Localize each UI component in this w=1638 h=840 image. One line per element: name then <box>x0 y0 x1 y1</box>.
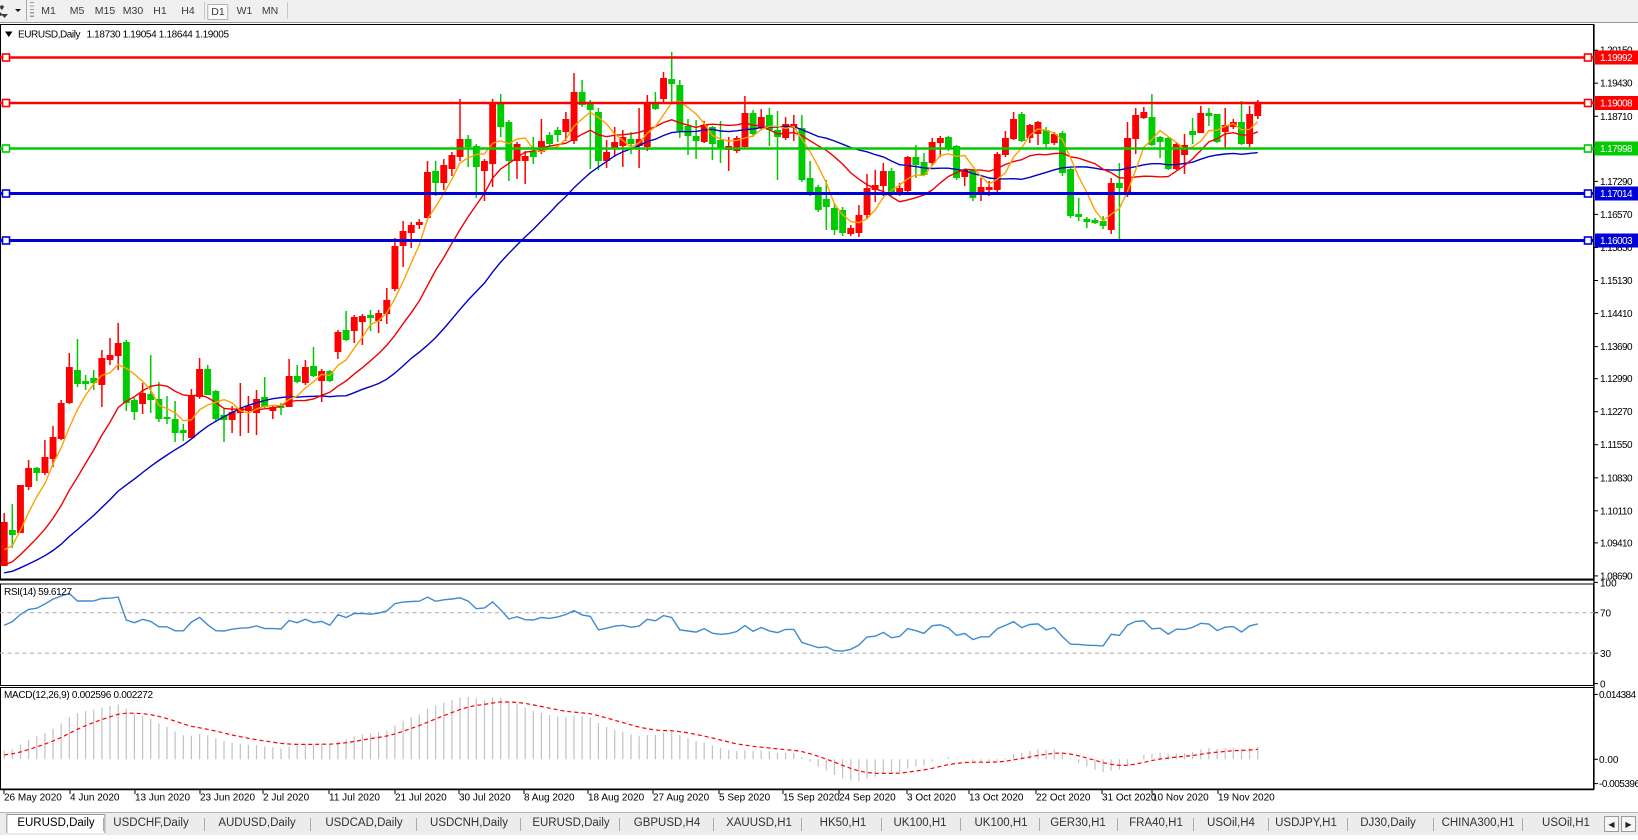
svg-text:24 Sep 2020: 24 Sep 2020 <box>839 793 896 804</box>
svg-text:1.15850: 1.15850 <box>1600 243 1633 254</box>
svg-text:23 Jun 2020: 23 Jun 2020 <box>200 793 255 804</box>
svg-text:2 Jul 2020: 2 Jul 2020 <box>263 793 310 804</box>
svg-text:11 Jul 2020: 11 Jul 2020 <box>329 793 380 804</box>
svg-text:21 Jul 2020: 21 Jul 2020 <box>395 793 447 804</box>
svg-text:1.19008: 1.19008 <box>1600 99 1633 110</box>
svg-text:30 Jul 2020: 30 Jul 2020 <box>459 793 511 804</box>
svg-text:15 Sep 2020: 15 Sep 2020 <box>783 793 840 804</box>
svg-text:1.16003: 1.16003 <box>1600 236 1633 247</box>
svg-text:1.17014: 1.17014 <box>1600 189 1633 200</box>
svg-text:MACD(12,26,9) 0.002596 0.00227: MACD(12,26,9) 0.002596 0.002272 <box>4 690 153 701</box>
svg-text:3 Oct 2020: 3 Oct 2020 <box>907 793 956 804</box>
svg-text:1.15130: 1.15130 <box>1600 276 1633 287</box>
svg-text:1.19992: 1.19992 <box>1600 53 1633 64</box>
svg-text:1.09410: 1.09410 <box>1600 538 1633 549</box>
svg-text:1.18730 1.19054 1.18644 1.1900: 1.18730 1.19054 1.18644 1.19005 <box>87 30 230 41</box>
svg-text:1.14410: 1.14410 <box>1600 309 1633 320</box>
svg-text:70: 70 <box>1600 609 1612 620</box>
svg-text:EURUSD,Daily: EURUSD,Daily <box>18 30 81 41</box>
svg-text:26 May 2020: 26 May 2020 <box>4 793 62 804</box>
svg-text:13 Jun 2020: 13 Jun 2020 <box>135 793 190 804</box>
svg-text:0.014384: 0.014384 <box>1599 690 1636 701</box>
svg-text:4 Jun 2020: 4 Jun 2020 <box>70 793 120 804</box>
svg-text:1.12990: 1.12990 <box>1600 374 1633 385</box>
svg-text:18 Aug 2020: 18 Aug 2020 <box>588 793 645 804</box>
svg-text:1.18710: 1.18710 <box>1600 112 1633 123</box>
svg-text:10 Nov 2020: 10 Nov 2020 <box>1152 793 1209 804</box>
svg-text:5 Sep 2020: 5 Sep 2020 <box>719 793 771 804</box>
svg-text:13 Oct 2020: 13 Oct 2020 <box>969 793 1024 804</box>
svg-text:8 Aug 2020: 8 Aug 2020 <box>524 793 575 804</box>
svg-text:1.17998: 1.17998 <box>1600 144 1633 155</box>
svg-text:1.08690: 1.08690 <box>1600 571 1633 582</box>
svg-text:31 Oct 2020: 31 Oct 2020 <box>1102 793 1157 804</box>
svg-text:22 Oct 2020: 22 Oct 2020 <box>1036 793 1091 804</box>
svg-text:0: 0 <box>1600 680 1606 691</box>
svg-text:0.00: 0.00 <box>1599 755 1619 766</box>
svg-text:100: 100 <box>1600 578 1617 589</box>
svg-text:1.16570: 1.16570 <box>1600 210 1633 221</box>
svg-text:1.13690: 1.13690 <box>1600 342 1633 353</box>
svg-text:1.12270: 1.12270 <box>1600 407 1633 418</box>
svg-text:27 Aug 2020: 27 Aug 2020 <box>653 793 710 804</box>
svg-text:30: 30 <box>1600 649 1612 660</box>
svg-text:1.19430: 1.19430 <box>1600 79 1633 90</box>
svg-text:RSI(14) 59.6127: RSI(14) 59.6127 <box>4 587 72 598</box>
svg-text:-0.005396: -0.005396 <box>1599 779 1638 790</box>
svg-text:1.10110: 1.10110 <box>1600 506 1633 517</box>
svg-text:1.11550: 1.11550 <box>1600 440 1633 451</box>
svg-text:1.17290: 1.17290 <box>1600 177 1633 188</box>
svg-text:19 Nov 2020: 19 Nov 2020 <box>1218 793 1275 804</box>
svg-text:1.10830: 1.10830 <box>1600 473 1633 484</box>
